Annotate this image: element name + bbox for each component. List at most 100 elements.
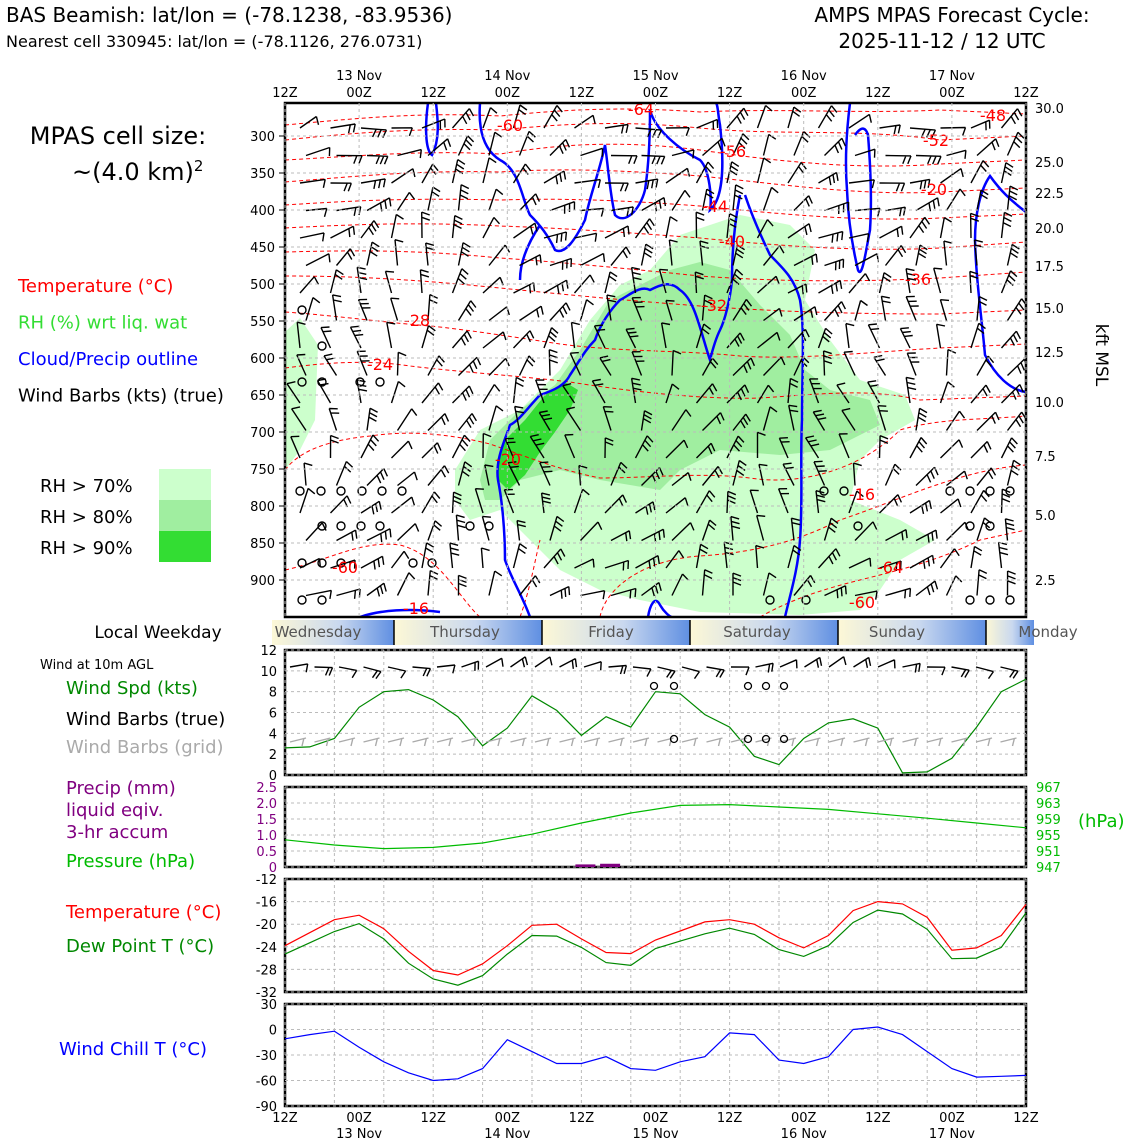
wind-barb — [854, 521, 878, 541]
wind-barb — [574, 558, 595, 569]
wind-barb — [699, 240, 709, 266]
wind-barb — [762, 186, 779, 211]
wind-barb — [357, 298, 371, 321]
wind-panel: 12 10 8 6 4 2 0 — [260, 644, 1028, 784]
wind-barb — [726, 384, 750, 404]
temp-contour — [285, 108, 1026, 126]
wind-barb — [630, 377, 642, 404]
wind-barb — [671, 409, 692, 431]
wind-barb — [573, 274, 595, 294]
wind-barb — [602, 406, 614, 431]
wind-barb — [853, 656, 872, 668]
wind-barb — [940, 439, 964, 459]
bottom-hour-label: 00Z — [495, 1111, 521, 1126]
weekday-segment — [272, 620, 394, 645]
wind-barb — [905, 295, 919, 321]
wind-barb — [328, 407, 340, 431]
temperature-contour-label: -36 — [905, 270, 931, 289]
wind-barb — [824, 137, 847, 156]
wind-barb — [457, 461, 473, 486]
wind-barb — [906, 352, 920, 376]
wind-barb — [756, 514, 766, 541]
wind-barb — [852, 462, 862, 486]
wind-barb — [512, 104, 528, 129]
dewpoint-series-label: Dew Point T (°C) — [66, 936, 214, 957]
wind-barb — [427, 355, 445, 376]
top-date-label: 15 Nov — [632, 69, 678, 84]
wind-barb — [880, 295, 891, 321]
bottom-date-label: 15 Nov — [632, 1127, 678, 1140]
wind-barb — [451, 214, 463, 239]
wind-barb — [1000, 162, 1014, 184]
wind-barb — [756, 157, 772, 184]
calm-circle — [1005, 595, 1015, 605]
wind-barb — [884, 245, 907, 266]
temperature-series-label: Temperature (°C) — [65, 902, 221, 923]
wind-barb — [905, 376, 917, 404]
wind-barb — [421, 163, 439, 184]
grid-wind-barb — [828, 737, 846, 747]
wind-barb — [939, 548, 960, 569]
cycle-time: 2025-11-12 / 12 UTC — [838, 29, 1045, 53]
wind-barb — [878, 434, 889, 459]
wind-barb — [591, 378, 606, 404]
y-tick-label: 30 — [260, 998, 277, 1013]
wind-barb — [1000, 666, 1019, 679]
wind-barb — [969, 270, 979, 294]
wind-barb — [366, 241, 380, 266]
wind-barb — [665, 439, 689, 459]
calm-circle — [297, 558, 307, 568]
wind-barb — [366, 407, 378, 431]
calm-circle — [985, 595, 995, 605]
height-axis-label: kft MSL — [1091, 324, 1111, 387]
wind-barb — [330, 559, 356, 571]
wind-barb — [394, 239, 404, 266]
height-tick: 10.0 — [1035, 396, 1064, 411]
top-hour-label: 12Z — [272, 86, 298, 101]
grid-wind-barb — [314, 737, 331, 747]
pressure-tick: 400 — [250, 204, 275, 219]
wind-barb — [730, 666, 750, 676]
wind-barb — [323, 353, 338, 376]
wind-barb — [641, 528, 665, 543]
y-tick-label: 8 — [269, 686, 277, 701]
y-tick-label: -16 — [256, 896, 277, 911]
calm-circle — [375, 521, 385, 531]
calm-circle — [427, 558, 437, 568]
wind-barb — [610, 206, 634, 217]
wind-barb — [625, 327, 639, 349]
wind-barb — [879, 560, 902, 572]
wind-barb — [397, 471, 418, 487]
top-hour-label: 00Z — [939, 86, 965, 101]
wind-barb — [909, 437, 928, 459]
wind-barb — [945, 410, 966, 431]
y-tick-label: 2 — [269, 748, 277, 763]
rh-legend-label: RH > 70% — [40, 476, 133, 497]
wind-barb — [885, 206, 906, 217]
wind-barb — [305, 146, 331, 157]
wind-barb — [397, 148, 422, 159]
wind-barb — [1006, 570, 1016, 596]
wind-chill-panel: 30 0 -30 -60 -90 — [256, 998, 1028, 1115]
temp-contour — [285, 123, 1026, 141]
bottom-hour-label: 12Z — [717, 1111, 743, 1126]
wind-barb — [480, 547, 490, 569]
wind-barb — [824, 585, 847, 599]
wind-barb — [482, 331, 507, 349]
bottom-hour-label: 12Z — [420, 1111, 446, 1126]
wind-barb — [366, 154, 389, 165]
wind-barbs-true-label: Wind Barbs (true) — [66, 709, 225, 730]
wind-barb — [543, 105, 563, 129]
weekday-segment — [986, 620, 1034, 645]
grid-wind-barb — [1000, 737, 1017, 747]
wind-barb — [1006, 298, 1026, 321]
temp-contour — [285, 275, 1026, 315]
wind-barb — [349, 325, 364, 349]
bottom-hour-label: 00Z — [791, 1111, 817, 1126]
wind-barb — [482, 384, 501, 404]
rh-90-area — [497, 382, 578, 490]
dewpoint-line — [284, 909, 1027, 986]
wind-barb — [939, 217, 952, 239]
wind-barb — [845, 322, 855, 349]
top-hour-label: 00Z — [346, 86, 372, 101]
